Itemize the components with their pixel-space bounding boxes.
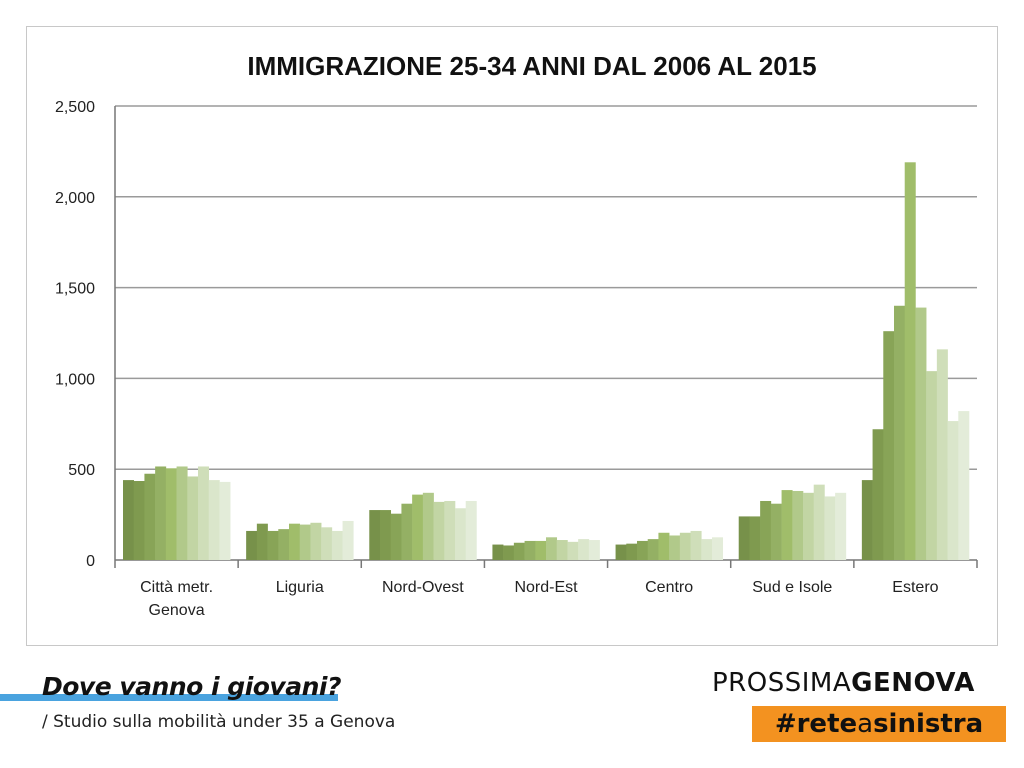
chart-frame: IMMIGRAZIONE 25-34 ANNI DAL 2006 AL 2015… [26,26,998,646]
bar [658,532,670,560]
bar [546,537,558,560]
bar [669,535,681,560]
bar [947,421,959,560]
x-category-label: Genova [149,602,205,619]
y-tick-label: 500 [68,462,95,479]
bar [588,540,600,560]
bar [492,544,504,560]
bar [278,529,290,560]
brand-light: PROSSIMA [712,668,852,698]
bar [310,522,322,560]
bar [289,523,301,560]
hashtag-hash: #rete [774,709,858,739]
bar [321,527,333,560]
bar [690,530,702,560]
bar [187,476,199,560]
bar [637,540,649,560]
bar [133,481,145,560]
hashtag-badge: #reteasinistra [752,706,1006,742]
bar [824,496,836,560]
bar [246,530,258,560]
bar [342,520,354,560]
bar [792,490,804,560]
bar [165,468,177,560]
chart-title: IMMIGRAZIONE 25-34 ANNI DAL 2006 AL 2015 [247,51,816,81]
bar [503,545,515,560]
y-tick-label: 2,500 [55,99,95,116]
bar [176,466,188,560]
bar [219,481,231,560]
bar [679,532,691,560]
bar [738,516,750,560]
bar-chart: IMMIGRAZIONE 25-34 ANNI DAL 2006 AL 2015… [55,51,978,619]
hashtag-text: #reteasinistra [775,709,983,739]
bar [465,500,477,560]
bar [144,473,156,560]
x-category-label: Liguria [276,579,324,596]
bar [524,540,536,560]
bar [267,530,279,560]
bar [894,305,906,560]
bar [556,540,568,560]
bar [626,543,638,560]
bar [872,429,884,560]
bar [712,537,724,560]
bar [861,480,873,560]
footer-title: Dove vanno i giovani? [42,672,341,701]
hashtag-end: sinistra [873,709,984,739]
bar [380,510,392,560]
bar [883,331,895,560]
bar [936,349,948,560]
bar [813,484,825,560]
bar [535,540,547,560]
x-category-label: Nord-Ovest [382,579,464,596]
brand-logo: PROSSIMAGENOVA [712,668,975,698]
bar [422,492,434,560]
bar [578,539,590,560]
bar [926,371,938,560]
x-category-label: Città metr. [140,579,213,596]
bar [412,494,424,560]
y-tick-label: 2,000 [55,190,95,207]
bar [615,544,627,560]
bar [915,307,927,560]
y-tick-label: 1,500 [55,281,95,298]
footer-subtitle: / Studio sulla mobilità under 35 a Genov… [42,712,396,732]
bar [701,539,713,560]
bar [760,500,772,560]
brand-heavy: GENOVA [851,668,975,698]
y-tick-label: 0 [86,553,95,570]
bar [369,510,381,560]
bar [155,466,167,560]
bar [455,508,467,560]
bar [958,411,970,560]
bar [770,503,782,560]
bar [390,513,402,560]
y-tick-label: 1,000 [55,371,95,388]
x-category-label: Nord-Est [514,579,578,596]
footer-underline [0,694,338,701]
bar [803,492,815,560]
bar [433,501,445,560]
bar [781,490,793,560]
x-category-label: Estero [892,579,938,596]
x-category-label: Sud e Isole [752,579,832,596]
bar [444,500,456,560]
bar [256,523,268,560]
bar [647,539,659,560]
bar [567,541,579,560]
bar [331,530,343,560]
bar [299,524,311,560]
bar [513,542,525,560]
bar [123,480,135,560]
bar [835,492,847,560]
bar [208,480,220,560]
hashtag-mid: a [857,709,874,739]
x-category-label: Centro [645,579,693,596]
bar [904,162,916,560]
bar [198,466,210,560]
bar [401,503,413,560]
bar [749,516,761,560]
